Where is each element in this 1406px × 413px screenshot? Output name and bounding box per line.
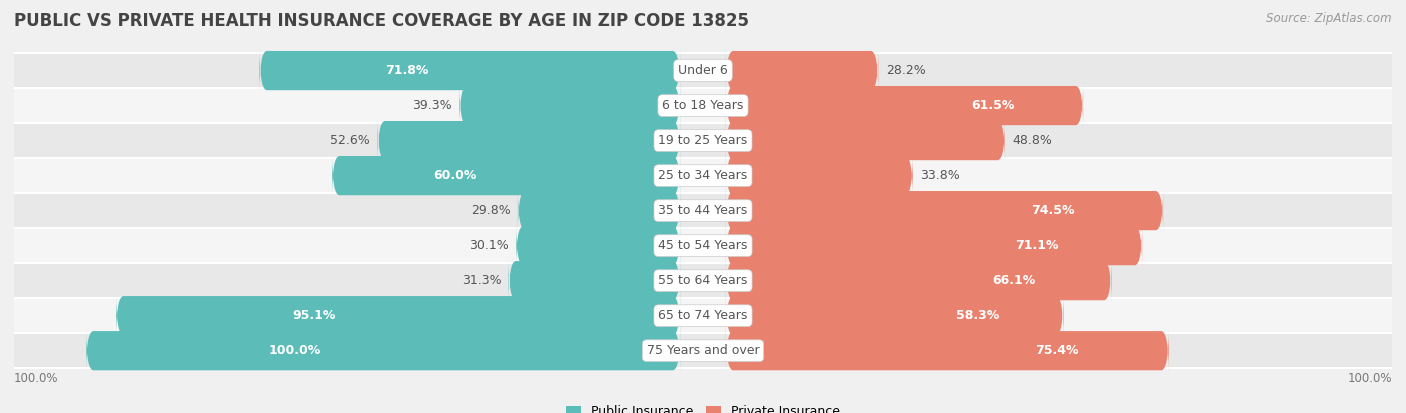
Text: 100.0%: 100.0% — [1347, 372, 1392, 385]
Text: 60.0%: 60.0% — [433, 169, 477, 182]
Text: 100.0%: 100.0% — [269, 344, 321, 357]
FancyBboxPatch shape — [460, 83, 681, 128]
Text: 25 to 34 Years: 25 to 34 Years — [658, 169, 748, 182]
Text: 30.1%: 30.1% — [468, 239, 509, 252]
FancyBboxPatch shape — [725, 223, 1142, 268]
FancyBboxPatch shape — [516, 223, 681, 268]
Text: Source: ZipAtlas.com: Source: ZipAtlas.com — [1267, 12, 1392, 25]
Bar — [14, 333, 1392, 368]
FancyBboxPatch shape — [509, 258, 681, 303]
Text: 66.1%: 66.1% — [993, 274, 1036, 287]
Text: 61.5%: 61.5% — [972, 99, 1015, 112]
Bar — [14, 53, 1392, 88]
FancyBboxPatch shape — [332, 153, 681, 198]
Text: 45 to 54 Years: 45 to 54 Years — [658, 239, 748, 252]
Text: 29.8%: 29.8% — [471, 204, 510, 217]
FancyBboxPatch shape — [725, 328, 1168, 373]
Bar — [14, 193, 1392, 228]
Bar — [14, 298, 1392, 333]
Text: 75 Years and over: 75 Years and over — [647, 344, 759, 357]
Text: 71.1%: 71.1% — [1015, 239, 1059, 252]
Text: 65 to 74 Years: 65 to 74 Years — [658, 309, 748, 322]
Text: 31.3%: 31.3% — [461, 274, 502, 287]
FancyBboxPatch shape — [725, 83, 1083, 128]
Text: 52.6%: 52.6% — [330, 134, 370, 147]
Text: 58.3%: 58.3% — [956, 309, 1000, 322]
Text: 71.8%: 71.8% — [385, 64, 429, 77]
Bar — [14, 123, 1392, 158]
FancyBboxPatch shape — [117, 293, 681, 338]
Text: Under 6: Under 6 — [678, 64, 728, 77]
FancyBboxPatch shape — [725, 258, 1111, 303]
Text: 95.1%: 95.1% — [292, 309, 336, 322]
FancyBboxPatch shape — [725, 118, 1005, 163]
Text: 39.3%: 39.3% — [412, 99, 453, 112]
Text: 35 to 44 Years: 35 to 44 Years — [658, 204, 748, 217]
Text: 75.4%: 75.4% — [1035, 344, 1078, 357]
Text: 74.5%: 74.5% — [1031, 204, 1074, 217]
FancyBboxPatch shape — [725, 293, 1063, 338]
Text: 33.8%: 33.8% — [920, 169, 960, 182]
Legend: Public Insurance, Private Insurance: Public Insurance, Private Insurance — [561, 401, 845, 413]
FancyBboxPatch shape — [517, 188, 681, 233]
Text: 28.2%: 28.2% — [886, 64, 925, 77]
FancyBboxPatch shape — [725, 153, 912, 198]
FancyBboxPatch shape — [260, 48, 681, 93]
Text: 19 to 25 Years: 19 to 25 Years — [658, 134, 748, 147]
Bar — [14, 263, 1392, 298]
Text: 100.0%: 100.0% — [14, 372, 59, 385]
FancyBboxPatch shape — [725, 48, 879, 93]
Text: 48.8%: 48.8% — [1012, 134, 1052, 147]
Text: PUBLIC VS PRIVATE HEALTH INSURANCE COVERAGE BY AGE IN ZIP CODE 13825: PUBLIC VS PRIVATE HEALTH INSURANCE COVER… — [14, 12, 749, 31]
Text: 55 to 64 Years: 55 to 64 Years — [658, 274, 748, 287]
Text: 6 to 18 Years: 6 to 18 Years — [662, 99, 744, 112]
FancyBboxPatch shape — [378, 118, 681, 163]
Bar — [14, 88, 1392, 123]
FancyBboxPatch shape — [725, 188, 1163, 233]
Bar — [14, 158, 1392, 193]
Bar — [14, 228, 1392, 263]
FancyBboxPatch shape — [86, 328, 681, 373]
